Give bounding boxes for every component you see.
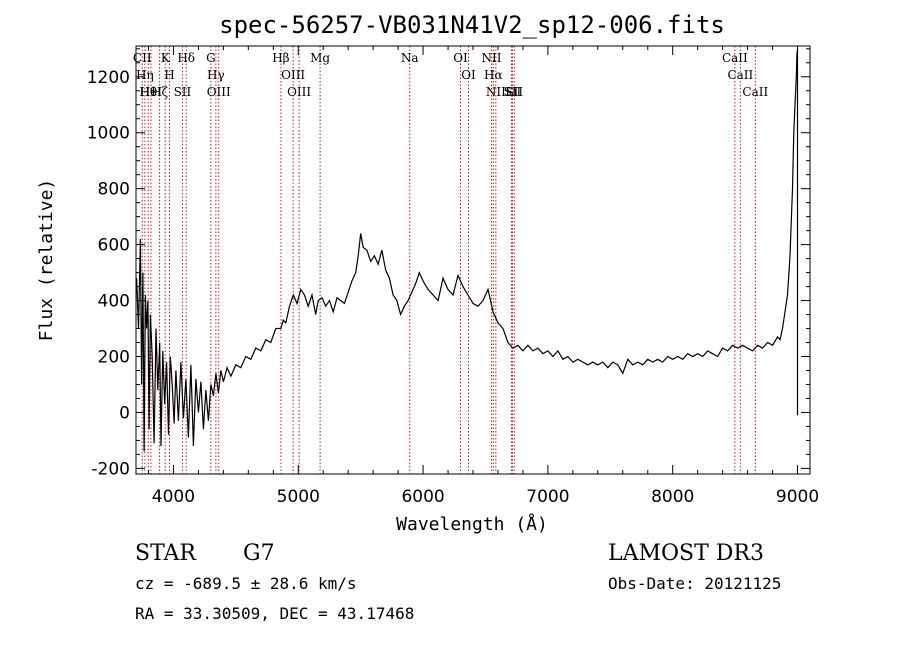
line-label-25: CaII [722,51,748,65]
line-label-22: Li [506,85,518,99]
y-tick-label-3: 400 [98,292,130,312]
line-label-8: Hδ [177,51,195,65]
line-label-16: Na [401,51,419,65]
x-axis-label: Wavelength (Å) [396,513,548,535]
chart-title: spec-56257-VB031N41V2_sp12-006.fits [219,11,725,39]
redshift-cz: cz = -689.5 ± 28.6 km/s [135,574,357,593]
line-label-12: Hβ [272,51,289,65]
object-class: STAR [135,541,197,566]
x-tick-label-4: 8000 [651,487,694,507]
line-label-17: OI [453,51,468,65]
y-tick-label-2: 200 [98,348,130,368]
line-label-24: SII [505,85,523,99]
spectrum-line [136,48,799,452]
line-label-4: Hζ [151,85,168,99]
line-label-26: CaII [727,68,753,82]
x-tick-label-3: 7000 [526,487,569,507]
y-tick-label-4: 600 [98,236,130,256]
line-label-18: OI [461,68,476,82]
x-tick-label-1: 5000 [277,487,320,507]
y-tick-label-7: 1200 [87,68,130,88]
line-label-7: SII [174,85,192,99]
spectral-line-markers [141,46,756,474]
object-subclass: G7 [243,541,275,566]
line-label-1: Hη [136,68,154,82]
line-label-3: HeI [140,85,163,99]
x-tick-label-2: 6000 [401,487,444,507]
line-label-10: Hγ [207,68,225,82]
x-tick-label-5: 9000 [776,487,819,507]
plot-frame [135,45,811,475]
y-axis-label: Flux (relative) [36,179,57,342]
line-label-11: OIII [207,85,231,99]
line-label-13: OIII [281,68,305,82]
line-label-27: CaII [742,85,768,99]
survey-name: LAMOST DR3 [608,541,764,566]
ra-dec: RA = 33.30509, DEC = 43.17468 [135,604,414,623]
y-tick-label-1: 0 [119,403,130,423]
line-label-6: H [164,68,174,82]
line-label-9: G [206,51,216,65]
obs-date: Obs-Date: 20121125 [608,574,781,593]
y-axis-ticks: -200 0 200 400 600 800 1000 1200 [87,48,810,479]
y-tick-label-6: 1000 [87,124,130,144]
line-label-2: Hθ [139,85,157,99]
x-axis-ticks: 4000 5000 6000 7000 8000 9000 [147,46,819,507]
y-tick-label-5: 800 [98,180,130,200]
line-label-0: CII [133,51,152,65]
line-label-14: OIII [287,85,311,99]
line-label-5: K [161,51,171,65]
line-label-19: NII [481,51,501,65]
line-label-21: NII [486,85,506,99]
y-tick-label-0: -200 [91,459,130,479]
line-label-23: SII [504,85,522,99]
line-label-15: Mg [310,51,330,65]
x-tick-label-0: 4000 [152,487,195,507]
line-label-20: Hα [484,68,503,82]
